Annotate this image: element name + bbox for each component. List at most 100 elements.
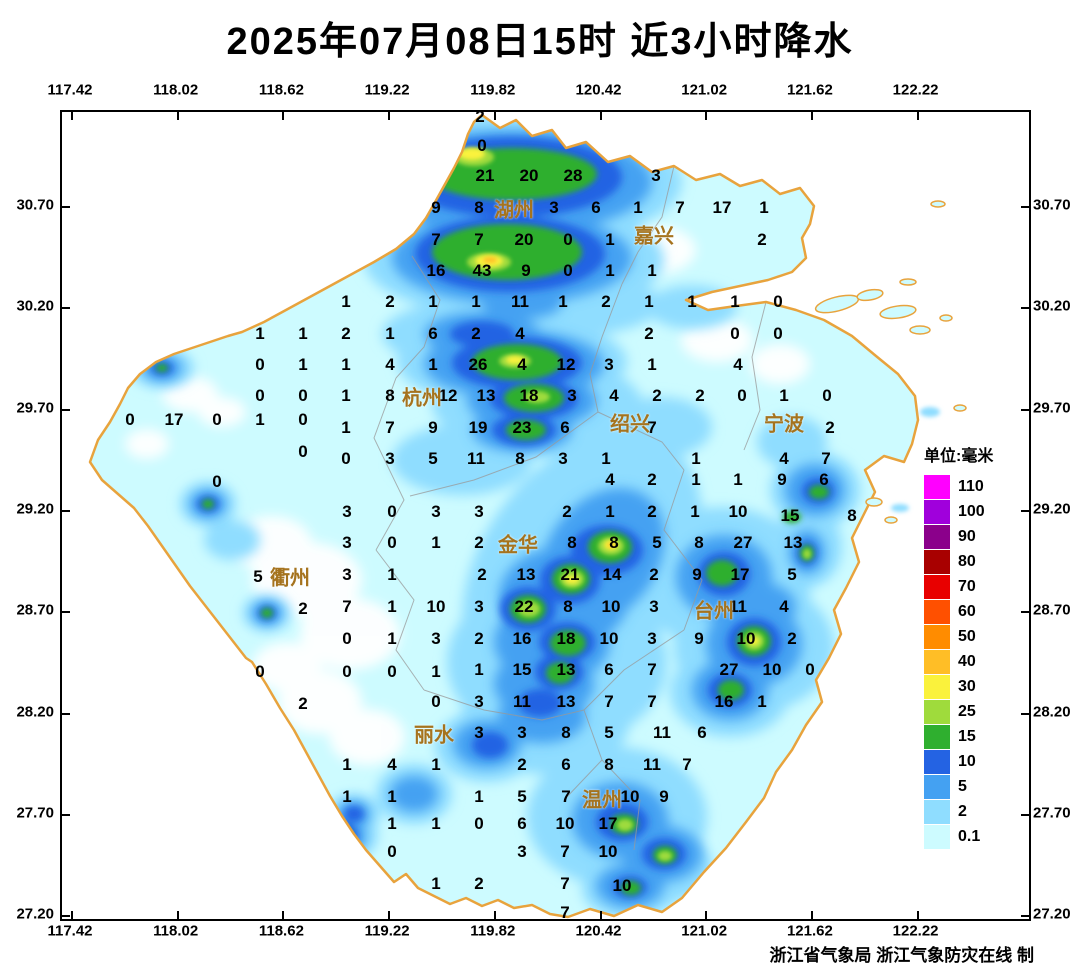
lat-axis-label-right: 30.20	[1033, 297, 1071, 315]
legend-value-label: 15	[958, 727, 976, 745]
lon-axis-label-bottom: 117.42	[47, 922, 93, 940]
axis-tick	[493, 112, 496, 120]
lon-axis-label-top: 118.02	[153, 81, 199, 99]
axis-tick	[176, 911, 179, 919]
lat-axis-label-right: 27.70	[1033, 804, 1071, 822]
legend-row: 60	[924, 599, 1024, 624]
legend-swatch	[924, 574, 950, 599]
legend-value-label: 10	[958, 752, 976, 770]
legend-swatch	[924, 599, 950, 624]
lat-axis-label-right: 29.70	[1033, 399, 1071, 417]
precip-layer-40mm	[483, 257, 615, 547]
legend-row: 110	[924, 474, 1024, 499]
legend-swatch	[924, 499, 950, 524]
legend-swatch	[924, 524, 950, 549]
axis-tick	[62, 611, 70, 614]
legend-value-label: 90	[958, 527, 976, 545]
axis-tick	[705, 112, 708, 120]
legend-row: 15	[924, 724, 1024, 749]
axis-tick	[1021, 307, 1029, 310]
legend-value-label: 70	[958, 577, 976, 595]
lon-axis-label-top: 121.62	[786, 81, 833, 99]
legend-value-label: 50	[958, 627, 976, 645]
lat-axis-label-left: 30.20	[16, 297, 54, 315]
legend-row: 80	[924, 549, 1024, 574]
precip-layer-15mm	[156, 148, 829, 895]
legend-row: 0.1	[924, 824, 1024, 849]
lon-axis-label-top: 117.42	[47, 81, 93, 99]
axis-tick	[810, 911, 813, 919]
precip-layer-30mm	[459, 148, 759, 645]
legend-swatch	[924, 649, 950, 674]
legend-row: 90	[924, 524, 1024, 549]
legend-row: 70	[924, 574, 1024, 599]
axis-tick	[493, 911, 496, 919]
lat-axis-label-left: 27.70	[16, 804, 54, 822]
lat-axis-label-left: 28.20	[16, 703, 54, 720]
axis-tick	[62, 408, 70, 411]
legend-row: 50	[924, 624, 1024, 649]
legend-value-label: 100	[958, 502, 985, 520]
legend-row: 5	[924, 774, 1024, 799]
legend-swatch	[924, 799, 950, 824]
legend-value-label: 2	[958, 802, 967, 820]
axis-tick	[599, 911, 602, 919]
legend-value-label: 5	[958, 777, 967, 795]
axis-tick	[388, 112, 391, 120]
axis-tick	[176, 112, 179, 120]
legend: 单位:毫米 110 100 90 80 70 60 50 40 30 25 15 10 5 2 0.1	[924, 442, 1024, 849]
precip-layer-dry	[125, 226, 810, 765]
legend-row: 10	[924, 749, 1024, 774]
province-border	[88, 113, 920, 919]
lon-axis-label-bottom: 118.62	[258, 922, 304, 940]
legend-value-label: 60	[958, 602, 976, 620]
axis-tick	[71, 112, 73, 120]
legend-value-label: 110	[958, 477, 984, 495]
axis-tick	[1021, 915, 1029, 918]
lat-axis-label-right: 30.70	[1033, 196, 1071, 214]
legend-swatch	[924, 549, 950, 574]
lon-axis-label-bottom: 122.22	[892, 922, 939, 940]
lon-axis-label-bottom: 121.62	[786, 922, 833, 940]
lon-axis-label-top: 119.22	[364, 81, 410, 99]
axis-tick	[282, 911, 285, 919]
lat-axis-label-right: 28.20	[1033, 703, 1071, 720]
lon-axis-label-top: 121.02	[681, 81, 728, 99]
axis-tick	[1021, 611, 1029, 614]
lon-axis-label-bottom: 121.02	[681, 922, 728, 940]
province-precipitation-map	[88, 113, 967, 919]
legend-swatch	[924, 749, 950, 774]
axis-tick	[62, 813, 70, 816]
axis-tick	[62, 915, 70, 918]
lat-axis-label-left: 29.70	[16, 399, 54, 417]
lon-axis-label-top: 122.22	[892, 81, 939, 99]
axis-tick	[62, 509, 70, 512]
map-plot-area: 2 0 21 20 28 3 9 8 3 6 1 7 17 1 7 7 20 0 1 2 16 43 9 0 1 1 1 2 1 1 11 1…	[60, 107, 1031, 922]
axis-tick	[62, 712, 70, 715]
legend-swatch	[924, 474, 950, 499]
legend-row: 100	[924, 499, 1024, 524]
axis-tick	[1021, 509, 1029, 512]
axis-tick	[1021, 813, 1029, 816]
axis-tick	[810, 112, 813, 120]
legend-row: 25	[924, 699, 1024, 724]
axis-tick	[705, 911, 708, 919]
lat-axis-label-left: 29.20	[16, 500, 54, 518]
legend-value-label: 0.1	[958, 827, 981, 845]
legend-swatch	[924, 774, 950, 799]
axis-tick	[388, 911, 391, 919]
lon-axis-label-bottom: 120.42	[575, 922, 622, 940]
lon-axis-label-top: 118.62	[258, 81, 304, 99]
legend-swatch	[924, 824, 950, 849]
page-title: 2025年07月08日15时 近3小时降水	[226, 21, 854, 63]
axis-tick	[916, 911, 919, 919]
lat-axis-label-right: 27.20	[1033, 905, 1071, 923]
legend-swatch	[924, 699, 950, 724]
lon-axis-label-top: 119.82	[470, 81, 516, 99]
lat-axis-label-right: 28.70	[1033, 601, 1071, 619]
legend-value-label: 30	[958, 677, 976, 695]
axis-tick	[282, 112, 285, 120]
lon-axis-label-bottom: 118.02	[153, 922, 199, 940]
lon-axis-label-top: 120.42	[575, 81, 622, 99]
